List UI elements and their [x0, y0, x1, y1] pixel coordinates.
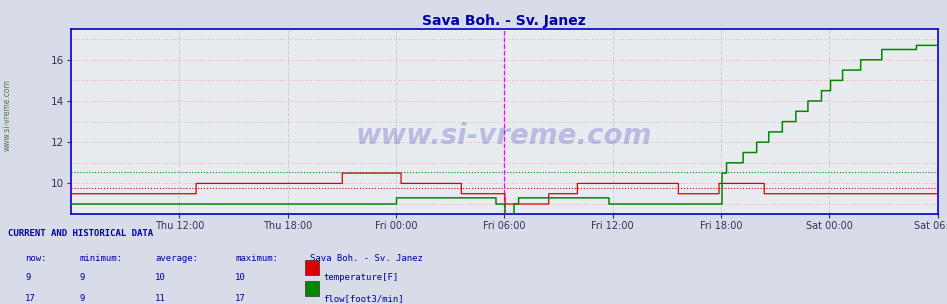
Text: 9: 9 — [25, 273, 30, 282]
Text: flow[foot3/min]: flow[foot3/min] — [323, 294, 403, 303]
Text: 9: 9 — [80, 294, 85, 303]
Text: temperature[F]: temperature[F] — [323, 273, 399, 282]
Text: 9: 9 — [80, 273, 85, 282]
Bar — [305, 281, 319, 296]
Title: Sava Boh. - Sv. Janez: Sava Boh. - Sv. Janez — [422, 14, 586, 28]
Text: 17: 17 — [235, 294, 246, 303]
Bar — [305, 260, 319, 275]
Text: 17: 17 — [25, 294, 36, 303]
Text: minimum:: minimum: — [80, 254, 123, 263]
Text: CURRENT AND HISTORICAL DATA: CURRENT AND HISTORICAL DATA — [8, 229, 153, 238]
Text: 10: 10 — [235, 273, 246, 282]
Text: www.si-vreme.com: www.si-vreme.com — [356, 123, 652, 150]
Text: Sava Boh. - Sv. Janez: Sava Boh. - Sv. Janez — [310, 254, 423, 263]
Text: now:: now: — [25, 254, 46, 263]
Text: www.si-vreme.com: www.si-vreme.com — [3, 80, 12, 151]
Text: average:: average: — [155, 254, 198, 263]
Text: 10: 10 — [155, 273, 166, 282]
Text: 11: 11 — [155, 294, 166, 303]
Text: maximum:: maximum: — [235, 254, 278, 263]
